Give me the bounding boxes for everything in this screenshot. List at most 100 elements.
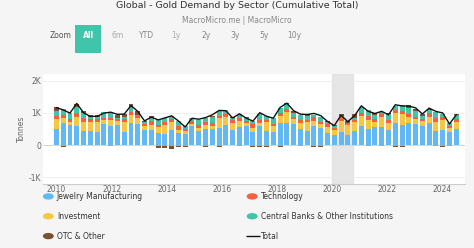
Bar bbox=[338, 131, 344, 145]
Bar bbox=[223, 124, 228, 145]
Bar bbox=[440, 145, 445, 147]
Bar bbox=[244, 117, 249, 118]
Bar bbox=[244, 118, 249, 121]
Bar bbox=[433, 112, 438, 118]
Bar bbox=[427, 123, 432, 145]
Bar bbox=[142, 130, 147, 145]
Bar bbox=[332, 125, 337, 126]
Bar bbox=[163, 134, 167, 145]
Bar bbox=[88, 117, 93, 119]
Bar bbox=[318, 128, 323, 145]
Bar bbox=[122, 119, 127, 122]
Bar bbox=[332, 130, 337, 135]
Bar bbox=[128, 123, 134, 145]
Bar bbox=[88, 131, 93, 145]
Bar bbox=[373, 116, 377, 119]
Bar bbox=[318, 122, 323, 124]
Bar bbox=[196, 128, 201, 131]
Bar bbox=[115, 115, 120, 118]
Bar bbox=[115, 119, 120, 121]
Bar bbox=[115, 121, 120, 125]
Bar bbox=[325, 121, 330, 122]
Bar bbox=[101, 112, 106, 118]
Bar bbox=[122, 132, 127, 145]
Bar bbox=[427, 113, 432, 117]
Text: Central Banks & Other Institutions: Central Banks & Other Institutions bbox=[261, 212, 392, 221]
Bar bbox=[393, 106, 398, 110]
Bar bbox=[352, 122, 357, 131]
Bar bbox=[440, 130, 445, 145]
Bar bbox=[311, 121, 317, 125]
Bar bbox=[365, 145, 371, 146]
Bar bbox=[176, 133, 181, 145]
Bar bbox=[305, 116, 310, 120]
Bar bbox=[352, 118, 357, 120]
Text: 1y: 1y bbox=[172, 31, 181, 40]
Bar bbox=[413, 124, 418, 145]
Bar bbox=[217, 118, 221, 128]
Bar bbox=[359, 106, 364, 107]
Bar bbox=[244, 121, 249, 123]
Bar bbox=[440, 114, 445, 117]
Bar bbox=[54, 107, 59, 111]
Bar bbox=[264, 130, 269, 145]
Bar bbox=[155, 125, 161, 127]
Bar bbox=[413, 111, 418, 117]
Bar bbox=[325, 133, 330, 145]
Bar bbox=[176, 145, 181, 147]
Bar bbox=[67, 119, 73, 122]
Bar bbox=[67, 113, 73, 119]
Bar bbox=[433, 131, 438, 145]
Bar bbox=[393, 110, 398, 113]
Bar bbox=[115, 118, 120, 119]
Bar bbox=[271, 124, 276, 126]
Bar bbox=[420, 114, 425, 116]
Bar bbox=[163, 122, 167, 124]
Bar bbox=[257, 126, 262, 145]
Bar bbox=[406, 108, 411, 114]
Bar bbox=[81, 131, 86, 145]
Bar bbox=[74, 117, 79, 126]
Bar bbox=[54, 116, 59, 119]
Bar bbox=[250, 145, 255, 147]
Bar bbox=[54, 111, 59, 116]
Bar bbox=[250, 121, 255, 124]
Bar bbox=[278, 113, 283, 116]
Bar bbox=[67, 122, 73, 125]
Text: Investment: Investment bbox=[57, 212, 100, 221]
Text: 10y: 10y bbox=[287, 31, 301, 40]
Bar bbox=[332, 74, 353, 184]
Text: Jewelry Manufacturing: Jewelry Manufacturing bbox=[57, 192, 143, 201]
Bar bbox=[447, 145, 452, 146]
Bar bbox=[311, 115, 317, 117]
Bar bbox=[230, 130, 235, 145]
Bar bbox=[373, 113, 377, 116]
Bar bbox=[338, 121, 344, 131]
Bar bbox=[67, 125, 73, 145]
Bar bbox=[95, 119, 100, 122]
Bar bbox=[400, 111, 404, 114]
Bar bbox=[379, 117, 384, 127]
Bar bbox=[217, 145, 221, 147]
Bar bbox=[393, 113, 398, 123]
Bar bbox=[182, 134, 188, 145]
Bar bbox=[420, 119, 425, 121]
Bar bbox=[284, 109, 289, 112]
Bar bbox=[122, 114, 127, 117]
Bar bbox=[190, 126, 194, 145]
Bar bbox=[332, 126, 337, 127]
Bar bbox=[115, 125, 120, 145]
Bar bbox=[142, 121, 147, 122]
Bar bbox=[318, 124, 323, 128]
Bar bbox=[291, 113, 296, 117]
Bar bbox=[176, 121, 181, 126]
Bar bbox=[393, 123, 398, 145]
Bar bbox=[257, 145, 262, 147]
Bar bbox=[379, 127, 384, 145]
Bar bbox=[346, 123, 350, 125]
Text: MacroMicro.me | MacroMicro: MacroMicro.me | MacroMicro bbox=[182, 16, 292, 25]
Bar bbox=[163, 118, 167, 122]
Bar bbox=[210, 126, 215, 129]
Bar bbox=[217, 116, 221, 118]
Text: 2y: 2y bbox=[201, 31, 210, 40]
